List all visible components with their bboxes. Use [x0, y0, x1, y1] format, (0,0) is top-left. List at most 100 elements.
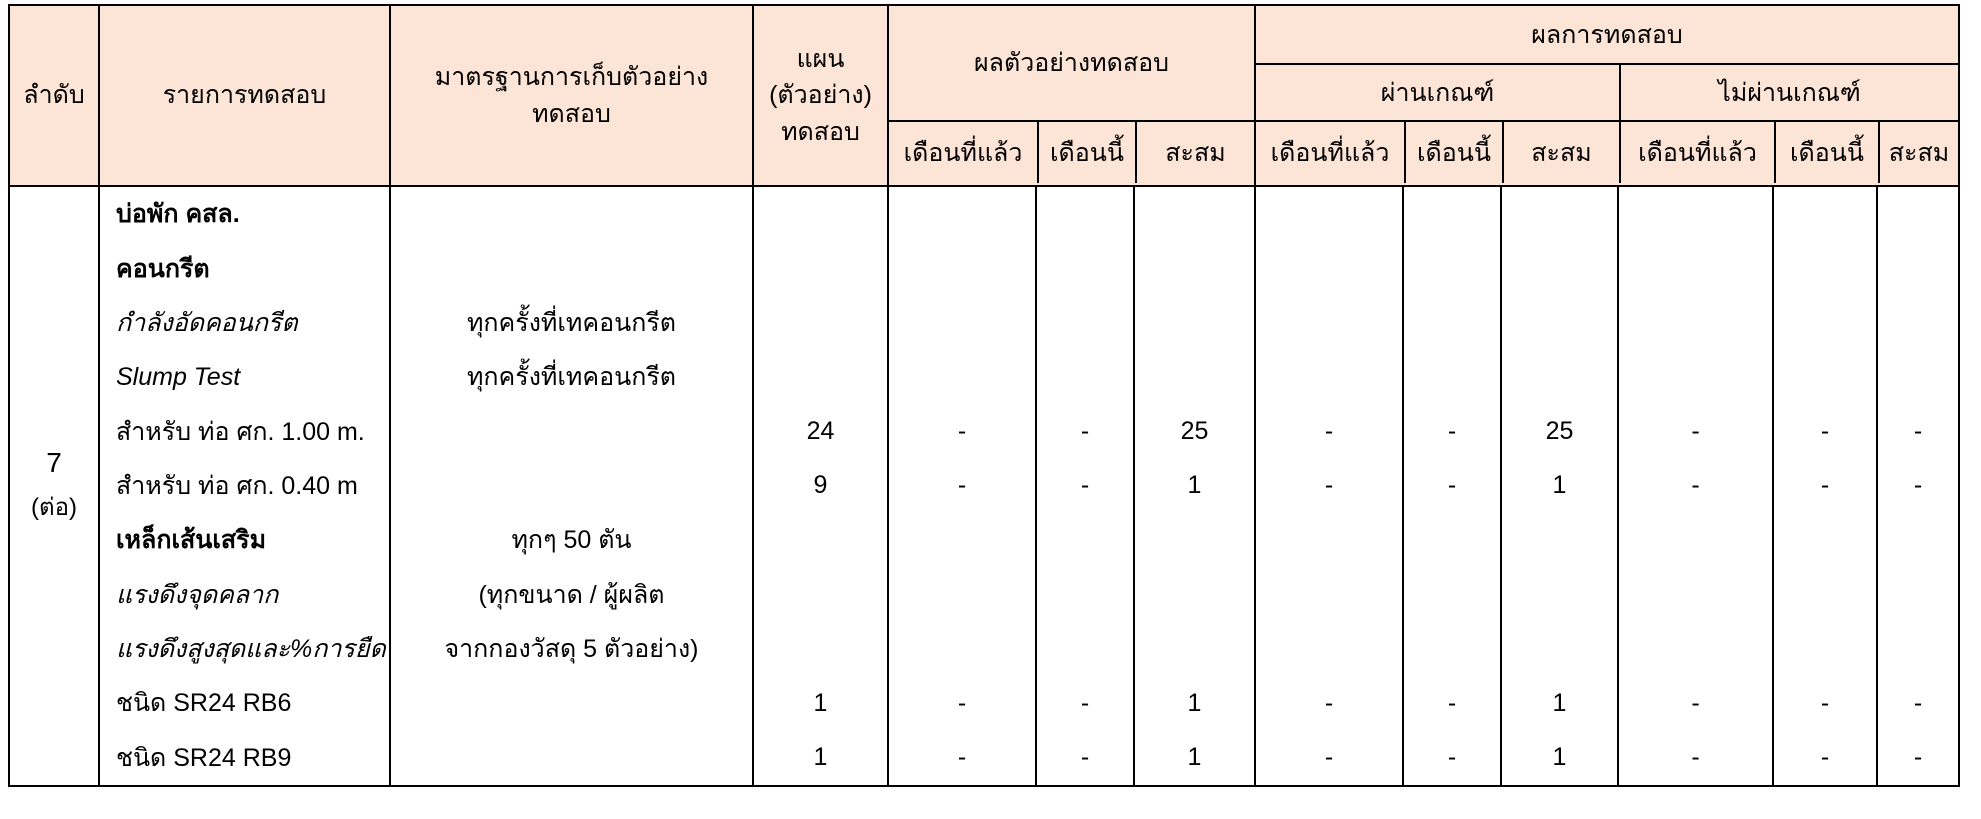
- header-col-standard: มาตรฐานการเก็บตัวอย่างทดสอบ: [389, 6, 752, 185]
- cell-sample-last-month-r4: -: [957, 417, 967, 446]
- subheader-pass-last-month: เดือนที่แล้ว: [1270, 138, 1390, 167]
- subheader-sample-this-month: เดือนนี้: [1037, 122, 1135, 183]
- cell-pass-cumulative-r0: [1502, 187, 1617, 241]
- cell-sample-this-month-r2: [1037, 296, 1133, 350]
- cell-pass-this-month-r1: [1404, 241, 1500, 295]
- cell-sample-last-month-r3: [889, 350, 1035, 404]
- cell-pass-this-month-r4: -: [1447, 417, 1457, 446]
- cell-standard-r10: [391, 731, 752, 785]
- cell-sample-this-month-r4: -: [1080, 417, 1090, 446]
- cell-sample-this-month-r10: -: [1080, 743, 1090, 772]
- cell-fail-this-month-r0: [1774, 187, 1876, 241]
- cell-pass-this-month-r3: [1404, 350, 1500, 404]
- cell-pass-cumulative-r10: 1: [1552, 743, 1567, 772]
- cell-pass-this-month-r0: [1404, 187, 1500, 241]
- cell-fail-last-month-r10: -: [1691, 743, 1700, 772]
- cell-plan-r2: [754, 296, 887, 350]
- header-group-pass: ผ่านเกณฑ์: [1380, 78, 1495, 107]
- cell-plan-r1: [754, 241, 887, 295]
- cell-pass-last-month-r4: -: [1324, 417, 1334, 446]
- cell-fail-this-month-r9: -: [1820, 688, 1830, 717]
- cell-pass-last-month-r5: -: [1324, 471, 1334, 500]
- cell-fail-cumulative-r5: -: [1913, 471, 1923, 500]
- cell-fail-this-month-r6: [1774, 513, 1876, 567]
- cell-standard-r7: (ทุกขนาด / ผู้ผลิต: [478, 580, 665, 609]
- cell-sample-last-month-r6: [889, 513, 1035, 567]
- cell-sample-cumulative-r5: 1: [1187, 471, 1202, 500]
- cell-standard-r6: ทุกๆ 50 ตัน: [511, 526, 632, 555]
- cell-fail-last-month-r1: [1619, 241, 1772, 295]
- subheader-pass-cumulative: สะสม: [1502, 122, 1619, 183]
- header-col-order: ลำดับ: [23, 81, 85, 110]
- cell-pass-cumulative-r9: 1: [1552, 688, 1567, 717]
- cell-sample-this-month-r9: -: [1080, 688, 1090, 717]
- cell-pass-cumulative-r8: [1502, 622, 1617, 676]
- test-report-table: ลำดับ รายการทดสอบ มาตรฐานการเก็บตัวอย่าง…: [8, 4, 1960, 787]
- cell-sample-cumulative-r7: [1135, 568, 1254, 622]
- header-group-fail: ไม่ผ่านเกณฑ์: [1619, 65, 1958, 120]
- cell-fail-last-month-r2: [1619, 296, 1772, 350]
- cell-plan-r3: [754, 350, 887, 404]
- cell-fail-this-month-r10: -: [1820, 743, 1830, 772]
- cell-pass-cumulative-r7: [1502, 568, 1617, 622]
- column-pass-last-month: - - - -: [1254, 187, 1402, 785]
- cell-plan-r8: [754, 622, 887, 676]
- header-result-subrow: เดือนที่แล้ว เดือนนี้ สะสม เดือนที่แล้ว …: [1256, 122, 1958, 183]
- header-result-groups-row: ผ่านเกณฑ์ ไม่ผ่านเกณฑ์: [1256, 65, 1958, 122]
- cell-fail-last-month-r7: [1619, 568, 1772, 622]
- cell-sample-this-month-r5: -: [1080, 471, 1090, 500]
- cell-sample-cumulative-r8: [1135, 622, 1254, 676]
- cell-pass-last-month-r6: [1256, 513, 1402, 567]
- cell-plan-r7: [754, 568, 887, 622]
- subheader-fail-this-month: เดือนนี้: [1774, 122, 1878, 183]
- cell-item-r8: แรงดึงสูงสุดและ%การยืด: [116, 635, 386, 664]
- cell-pass-this-month-r2: [1404, 296, 1500, 350]
- cell-sample-this-month-r3: [1037, 350, 1133, 404]
- cell-sample-cumulative-r0: [1135, 187, 1254, 241]
- cell-standard-r4: [391, 404, 752, 458]
- cell-sample-last-month-r0: [889, 187, 1035, 241]
- cell-pass-cumulative-r1: [1502, 241, 1617, 295]
- column-order: 7 (ต่อ): [10, 187, 98, 785]
- table-header: ลำดับ รายการทดสอบ มาตรฐานการเก็บตัวอย่าง…: [10, 6, 1958, 187]
- cell-fail-cumulative-r9: -: [1913, 688, 1923, 717]
- cell-fail-cumulative-r4: -: [1913, 417, 1923, 446]
- header-group-result: ผลการทดสอบ ผ่านเกณฑ์ ไม่ผ่านเกณฑ์ เดือนท…: [1254, 6, 1958, 185]
- cell-pass-cumulative-r3: [1502, 350, 1617, 404]
- header-col-plan: แผน (ตัวอย่าง) ทดสอบ: [752, 6, 887, 185]
- cell-item-r3: Slump Test: [116, 362, 241, 391]
- cell-item-r2: กำลังอัดคอนกรีต: [116, 308, 298, 337]
- cell-sample-this-month-r7: [1037, 568, 1133, 622]
- cell-plan-r6: [754, 513, 887, 567]
- cell-plan-r4: 24: [806, 417, 835, 446]
- cell-plan-r5: 9: [813, 471, 828, 500]
- cell-sample-last-month-r1: [889, 241, 1035, 295]
- column-sample-this-month: - - - -: [1035, 187, 1133, 785]
- subheader-fail-cumulative: สะสม: [1878, 122, 1958, 183]
- cell-pass-last-month-r0: [1256, 187, 1402, 241]
- header-group-sample: ผลตัวอย่างทดสอบ เดือนที่แล้ว เดือนนี้ สะ…: [887, 6, 1254, 185]
- cell-standard-r8: จากกองวัสดุ 5 ตัวอย่าง): [444, 635, 699, 664]
- cell-pass-last-month-r8: [1256, 622, 1402, 676]
- order-note: (ต่อ): [31, 493, 77, 521]
- cell-item-r6: เหล็กเส้นเสริม: [116, 526, 267, 555]
- cell-sample-cumulative-r4: 25: [1180, 417, 1209, 446]
- cell-pass-last-month-r7: [1256, 568, 1402, 622]
- cell-pass-this-month-r6: [1404, 513, 1500, 567]
- cell-pass-last-month-r1: [1256, 241, 1402, 295]
- subheader-fail-last-month: เดือนที่แล้ว: [1619, 122, 1774, 183]
- table-body: 7 (ต่อ) บ่อพัก คสล. คอนกรีต กำลังอัดคอนกรี…: [10, 187, 1958, 785]
- subheader-sample-cumulative: สะสม: [1135, 122, 1254, 183]
- cell-pass-cumulative-r4: 25: [1545, 417, 1574, 446]
- cell-fail-this-month-r5: -: [1820, 471, 1830, 500]
- header-col-item: รายการทดสอบ: [98, 6, 389, 185]
- cell-pass-cumulative-r5: 1: [1552, 471, 1567, 500]
- cell-sample-cumulative-r2: [1135, 296, 1254, 350]
- cell-sample-this-month-r1: [1037, 241, 1133, 295]
- cell-pass-this-month-r8: [1404, 622, 1500, 676]
- cell-sample-this-month-r0: [1037, 187, 1133, 241]
- cell-fail-cumulative-r7: [1878, 568, 1958, 622]
- cell-fail-last-month-r8: [1619, 622, 1772, 676]
- cell-item-r10: ชนิด SR24 RB9: [116, 743, 292, 772]
